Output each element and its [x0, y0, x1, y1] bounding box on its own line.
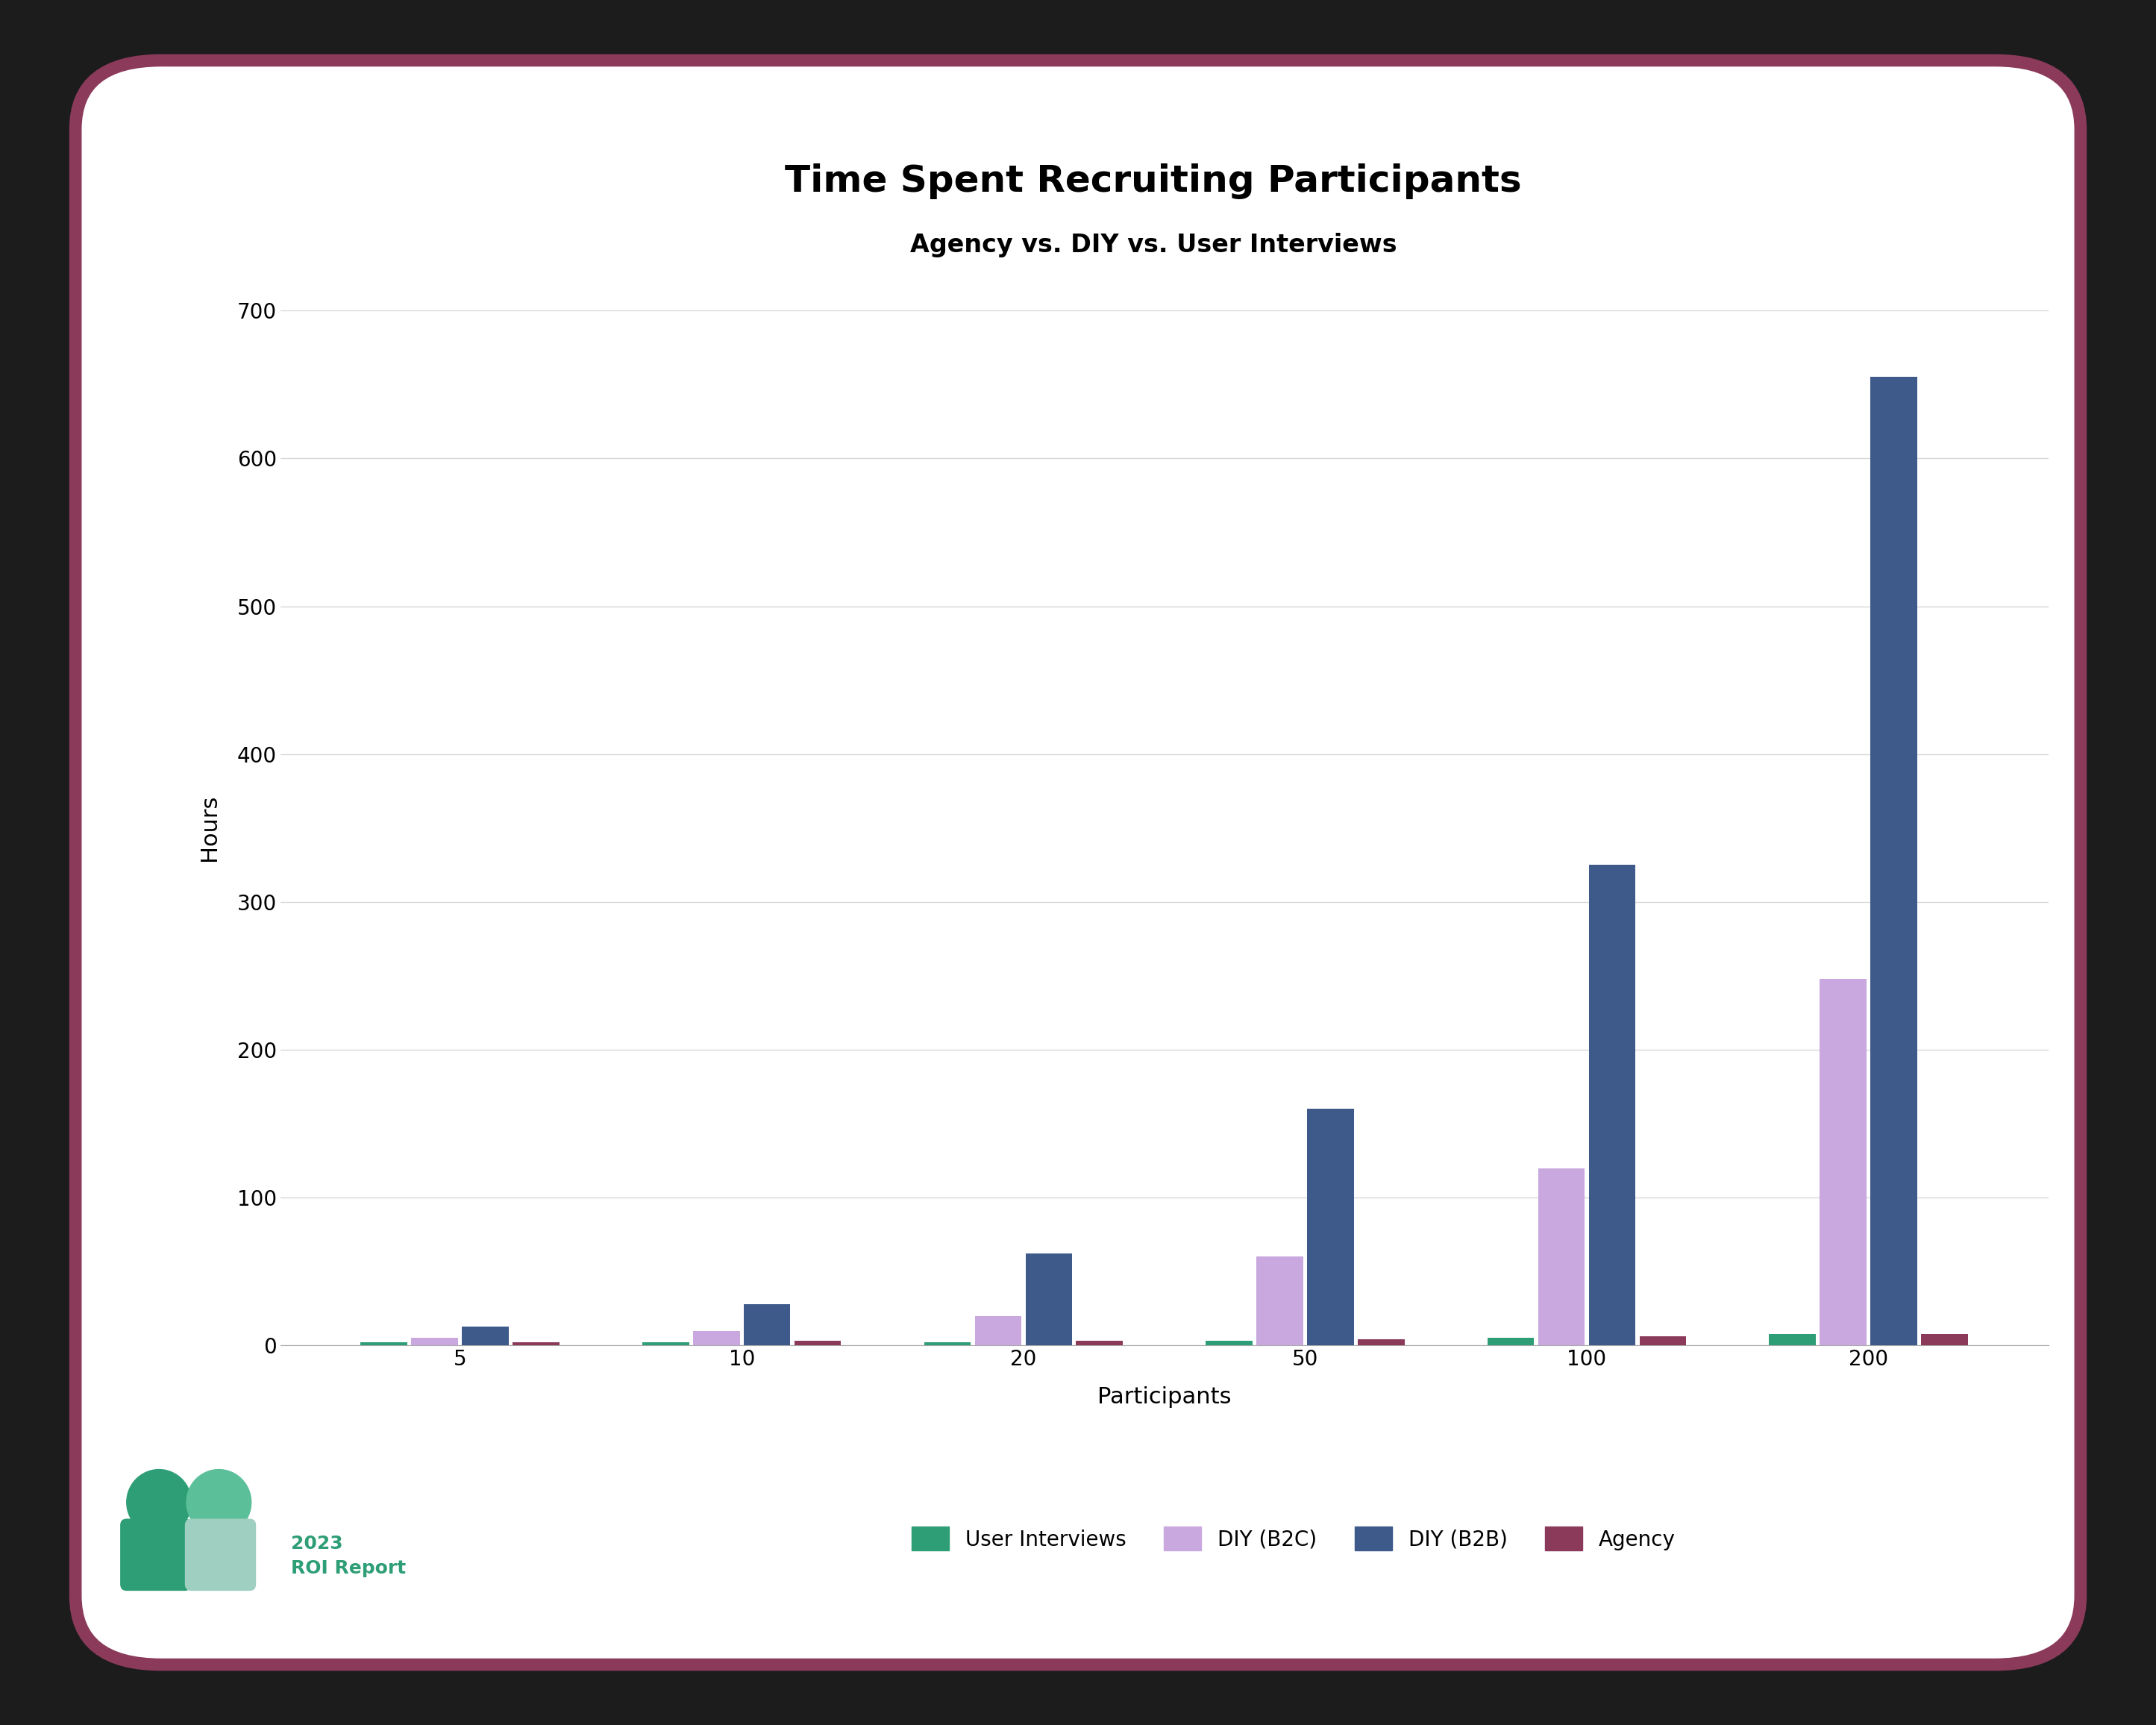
Bar [1076, 1340, 1123, 1345]
Bar [744, 1304, 791, 1346]
FancyBboxPatch shape [185, 1518, 257, 1590]
Bar [412, 1339, 457, 1346]
Text: 2023
ROI Report: 2023 ROI Report [291, 1535, 405, 1577]
Bar [1205, 1340, 1253, 1345]
Bar [925, 1342, 970, 1346]
X-axis label: Participants: Participants [1097, 1387, 1231, 1408]
FancyBboxPatch shape [121, 1518, 192, 1590]
Text: Time Spent Recruiting Participants: Time Spent Recruiting Participants [785, 164, 1522, 198]
Bar [1257, 1258, 1302, 1345]
Bar [513, 1342, 558, 1346]
Circle shape [127, 1470, 192, 1535]
Bar [1358, 1340, 1404, 1345]
Text: Agency vs. DIY vs. User Interviews: Agency vs. DIY vs. User Interviews [910, 233, 1397, 257]
Bar [1488, 1339, 1535, 1346]
Bar [1589, 864, 1636, 1346]
Bar [793, 1340, 841, 1345]
Bar [1871, 378, 1917, 1346]
Bar [360, 1342, 407, 1346]
Bar [1770, 1333, 1815, 1346]
Bar [975, 1316, 1022, 1346]
Bar [1537, 1168, 1585, 1346]
Bar [692, 1330, 740, 1346]
Bar [1639, 1337, 1686, 1345]
Legend: User Interviews, DIY (B2C), DIY (B2B), Agency: User Interviews, DIY (B2C), DIY (B2B), A… [912, 1527, 1675, 1551]
Bar [1307, 1109, 1354, 1346]
Circle shape [185, 1470, 250, 1535]
Bar [461, 1327, 509, 1346]
Bar [1921, 1333, 1968, 1346]
Bar [642, 1342, 690, 1346]
Y-axis label: Hours: Hours [198, 795, 220, 861]
Bar [1026, 1254, 1072, 1345]
Bar [1820, 978, 1867, 1345]
